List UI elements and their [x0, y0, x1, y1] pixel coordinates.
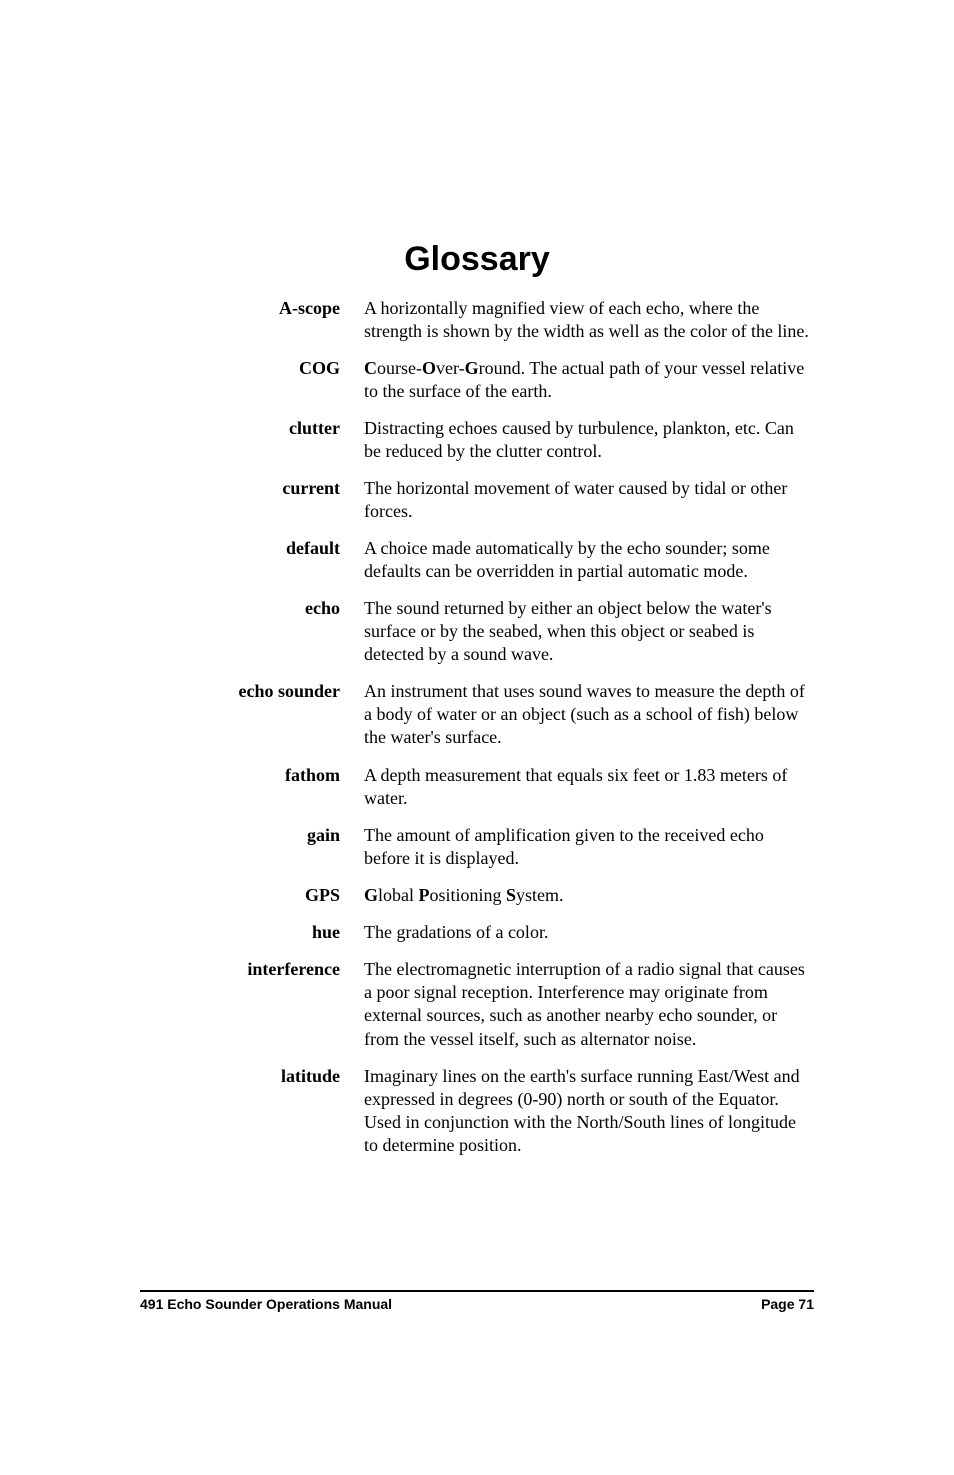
glossary-definition: A depth measurement that equals six feet…: [364, 764, 814, 810]
glossary-entry: echo sounderAn instrument that uses soun…: [140, 680, 814, 749]
glossary-term: current: [140, 477, 364, 500]
glossary-definition: An instrument that uses sound waves to m…: [364, 680, 814, 749]
footer-left: 491 Echo Sounder Operations Manual: [140, 1296, 392, 1312]
glossary-definition: The sound returned by either an object b…: [364, 597, 814, 666]
glossary-definition: Course-Over-Ground. The actual path of y…: [364, 357, 814, 403]
glossary-entries: A-scopeA horizontally magnified view of …: [140, 297, 814, 1157]
glossary-definition: The horizontal movement of water caused …: [364, 477, 814, 523]
glossary-entry: currentThe horizontal movement of water …: [140, 477, 814, 523]
glossary-entry: defaultA choice made automatically by th…: [140, 537, 814, 583]
glossary-term: hue: [140, 921, 364, 944]
glossary-entry: A-scopeA horizontally magnified view of …: [140, 297, 814, 343]
glossary-term: latitude: [140, 1065, 364, 1088]
glossary-entry: interferenceThe electromagnetic interrup…: [140, 958, 814, 1050]
glossary-term: echo: [140, 597, 364, 620]
glossary-entry: gainThe amount of amplification given to…: [140, 824, 814, 870]
footer-right: Page 71: [761, 1296, 814, 1312]
glossary-term: COG: [140, 357, 364, 380]
glossary-term: A-scope: [140, 297, 364, 320]
glossary-entry: clutterDistracting echoes caused by turb…: [140, 417, 814, 463]
glossary-term: gain: [140, 824, 364, 847]
glossary-title: Glossary: [140, 240, 814, 279]
glossary-definition: The electromagnetic interruption of a ra…: [364, 958, 814, 1050]
glossary-entry: fathomA depth measurement that equals si…: [140, 764, 814, 810]
glossary-entry: COGCourse-Over-Ground. The actual path o…: [140, 357, 814, 403]
glossary-definition: Imaginary lines on the earth's surface r…: [364, 1065, 814, 1157]
glossary-definition: A horizontally magnified view of each ec…: [364, 297, 814, 343]
glossary-definition: The gradations of a color.: [364, 921, 814, 944]
glossary-entry: hueThe gradations of a color.: [140, 921, 814, 944]
glossary-definition: A choice made automatically by the echo …: [364, 537, 814, 583]
page-footer: 491 Echo Sounder Operations Manual Page …: [140, 1290, 814, 1312]
glossary-term: clutter: [140, 417, 364, 440]
glossary-entry: latitudeImaginary lines on the earth's s…: [140, 1065, 814, 1157]
glossary-definition: The amount of amplification given to the…: [364, 824, 814, 870]
glossary-term: default: [140, 537, 364, 560]
glossary-term: echo sounder: [140, 680, 364, 703]
glossary-definition: Global Positioning System.: [364, 884, 814, 907]
glossary-entry: GPSGlobal Positioning System.: [140, 884, 814, 907]
glossary-term: interference: [140, 958, 364, 981]
glossary-entry: echoThe sound returned by either an obje…: [140, 597, 814, 666]
glossary-definition: Distracting echoes caused by turbulence,…: [364, 417, 814, 463]
glossary-term: fathom: [140, 764, 364, 787]
page: Glossary A-scopeA horizontally magnified…: [0, 240, 954, 1475]
glossary-term: GPS: [140, 884, 364, 907]
